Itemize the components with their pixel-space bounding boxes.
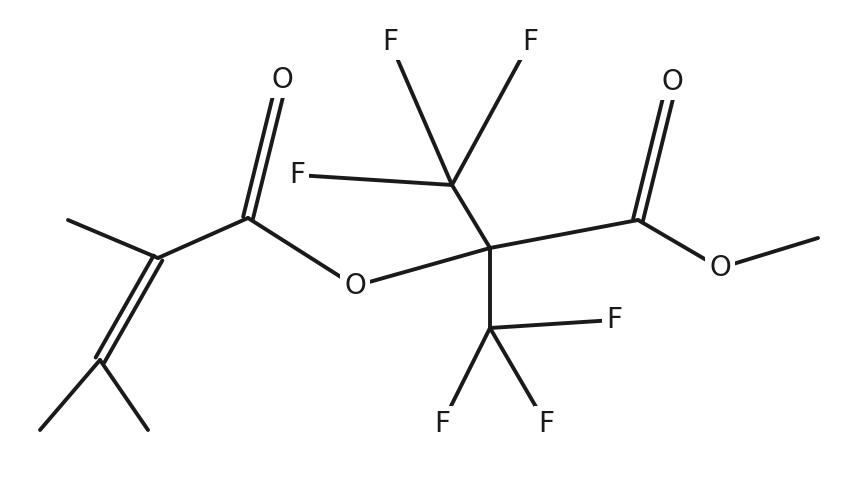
Text: F: F — [434, 410, 450, 438]
Text: O: O — [271, 66, 293, 94]
Text: F: F — [289, 161, 305, 189]
Text: F: F — [382, 28, 398, 56]
Text: F: F — [606, 306, 622, 334]
Text: O: O — [344, 272, 366, 300]
Text: F: F — [522, 28, 538, 56]
Text: F: F — [538, 410, 554, 438]
Text: O: O — [709, 254, 731, 282]
Text: O: O — [661, 68, 683, 96]
